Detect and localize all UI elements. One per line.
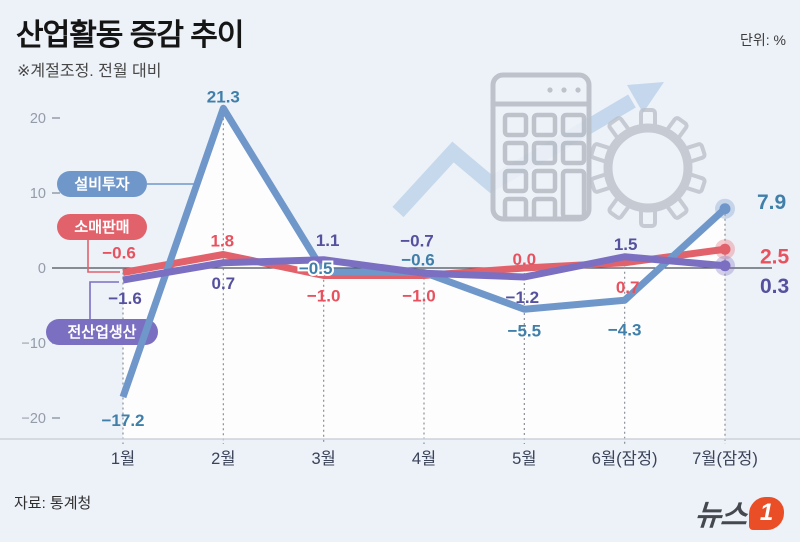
legend-pill — [57, 171, 147, 197]
calculator-key — [531, 112, 558, 138]
month-label: 4월 — [412, 449, 436, 468]
value-label: −1.0 — [402, 287, 436, 306]
y-tick-label: 10 — [30, 186, 46, 202]
gear-icon — [589, 108, 707, 228]
value-label: 7.9 — [757, 191, 786, 214]
value-label: −0.7 — [400, 231, 434, 250]
month-label: 2월 — [211, 449, 235, 468]
calculator-key — [502, 112, 529, 138]
y-tick-label: 20 — [30, 111, 46, 127]
y-tick-label: −20 — [21, 411, 46, 427]
y-tick-label: 0 — [38, 261, 46, 277]
calculator-key — [560, 140, 587, 166]
logo-number: 1 — [759, 499, 774, 526]
calculator-key — [531, 196, 558, 222]
end-marker — [719, 203, 731, 215]
legend-label: 설비투자 — [74, 176, 129, 193]
arrow-head — [627, 82, 664, 113]
logo-one-badge: 1 — [749, 496, 784, 530]
value-label: 1.5 — [614, 235, 638, 254]
page-title: 산업활동 증감 추이 — [16, 19, 244, 52]
calculator-key — [531, 140, 558, 166]
value-label: −5.5 — [508, 321, 542, 340]
calculator-key — [560, 112, 587, 138]
news1-logo: 뉴스 1 — [693, 492, 784, 534]
legend-label: 소매판매 — [74, 219, 129, 236]
value-label: 21.3 — [207, 87, 240, 106]
value-label: −17.2 — [101, 411, 144, 430]
unit-label: 단위: % — [740, 32, 786, 48]
end-marker — [719, 243, 731, 255]
logo-text: 뉴스 — [693, 500, 747, 532]
value-label: −0.6 — [102, 244, 136, 263]
value-label: −1.6 — [108, 289, 142, 308]
chart-subtitle: ※계절조정. 전월 대비 — [17, 63, 162, 80]
value-label: −0.6 — [401, 251, 435, 270]
value-label: −1.2 — [506, 288, 540, 307]
value-label: 1.8 — [211, 232, 235, 251]
legend-connector — [89, 281, 119, 319]
month-label: 5월 — [512, 449, 536, 468]
calculator-icon — [490, 72, 592, 222]
calculator-key-tall — [560, 168, 587, 220]
value-label: −4.3 — [608, 320, 642, 339]
legend-pill — [46, 319, 158, 345]
legend-label: 전산업생산 — [67, 324, 136, 341]
legend-pill — [57, 214, 147, 240]
y-tick-label: −10 — [21, 336, 46, 352]
value-label: 0.7 — [616, 278, 640, 297]
calculator-key — [502, 196, 529, 222]
calculator-key — [531, 168, 558, 194]
end-marker — [719, 260, 731, 272]
calculator-dot — [575, 87, 581, 93]
value-label: 1.1 — [316, 231, 340, 250]
calculator-key — [502, 140, 529, 166]
calculator-dot — [547, 87, 553, 93]
calculator-key — [502, 168, 529, 194]
gear-ring — [603, 123, 693, 213]
value-label: 2.5 — [760, 245, 790, 268]
month-label: 7월(잠정) — [692, 449, 758, 468]
value-label: 0.7 — [212, 274, 236, 293]
value-label: −1.0 — [307, 287, 341, 306]
month-label: 6월(잠정) — [592, 449, 658, 468]
series-line-2 — [122, 253, 726, 284]
legend-connector — [87, 240, 120, 273]
value-label: −0.5 — [299, 259, 333, 278]
calculator-dot — [561, 87, 567, 93]
value-label: 0.0 — [513, 250, 537, 269]
month-label: 1월 — [111, 449, 135, 468]
source-label: 자료: 통계청 — [14, 495, 92, 512]
month-label: 3월 — [311, 449, 335, 468]
value-label: 0.3 — [760, 275, 789, 298]
